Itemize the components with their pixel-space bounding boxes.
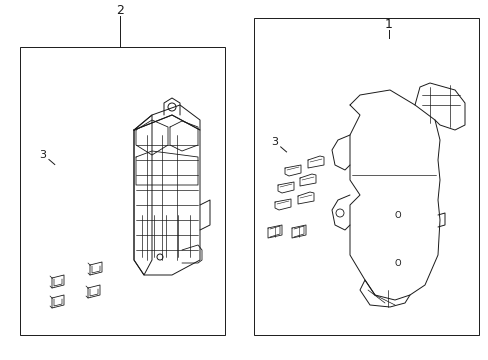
Text: 3: 3 [40, 150, 46, 160]
Text: 1: 1 [384, 18, 392, 31]
Text: O: O [394, 211, 401, 220]
Text: 2: 2 [116, 4, 123, 17]
Bar [254, 18, 478, 335]
Bar [20, 47, 224, 335]
Text: 3: 3 [271, 137, 278, 147]
Text: O: O [394, 258, 401, 267]
